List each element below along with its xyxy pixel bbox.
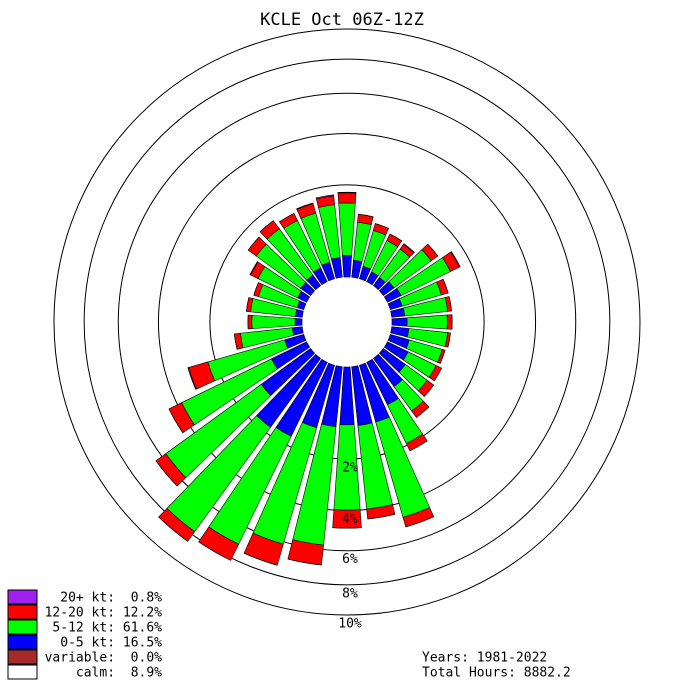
wind-segment bbox=[403, 243, 415, 254]
ring bbox=[83, 58, 611, 586]
legend-swatch bbox=[7, 664, 38, 680]
footer-hours: Total Hours: 8882.2 bbox=[422, 666, 571, 681]
wind-segment bbox=[450, 251, 461, 268]
legend-label: 5-12 kt: 61.6% bbox=[52, 621, 162, 636]
legend-swatch bbox=[7, 604, 38, 620]
wind-segment bbox=[389, 233, 402, 242]
wind-segment bbox=[246, 297, 250, 312]
wind-segment bbox=[358, 213, 374, 218]
wind-segment bbox=[416, 406, 430, 418]
wind-segment bbox=[247, 314, 253, 330]
wind-segment bbox=[187, 367, 197, 390]
wind-segment bbox=[447, 332, 451, 348]
legend-swatch bbox=[7, 634, 38, 650]
wind-segment bbox=[279, 213, 295, 223]
chart-title: KCLE Oct 06Z-12Z bbox=[260, 10, 424, 30]
legend-label: calm: 8.9% bbox=[76, 666, 162, 681]
wind-segment bbox=[342, 254, 352, 278]
legend-swatch bbox=[7, 619, 38, 635]
wind-segment bbox=[409, 440, 428, 452]
footer-years: Years: 1981-2022 bbox=[422, 651, 547, 666]
wind-segment bbox=[294, 318, 303, 326]
wind-segment bbox=[434, 368, 442, 382]
ring bbox=[53, 28, 641, 616]
wind-segment bbox=[234, 333, 238, 350]
wind-segment bbox=[448, 296, 452, 312]
legend-label: 20+ kt: 0.8% bbox=[60, 591, 162, 606]
wind-segment bbox=[315, 194, 335, 200]
wind-segment bbox=[406, 314, 448, 330]
ring-label: 6% bbox=[342, 552, 358, 567]
wind-segment bbox=[427, 243, 439, 257]
ring-label: 8% bbox=[342, 586, 358, 601]
ring-label: 4% bbox=[342, 512, 358, 527]
wind-segment bbox=[259, 220, 274, 233]
wind-segment bbox=[391, 317, 408, 327]
wind-segment bbox=[296, 202, 314, 210]
wind-segment bbox=[249, 261, 259, 276]
wind-segment bbox=[243, 552, 278, 566]
legend-swatch bbox=[7, 589, 38, 605]
ring-label: 10% bbox=[338, 617, 362, 632]
ring bbox=[117, 92, 577, 552]
wind-segment bbox=[287, 558, 322, 566]
legend-label: 12-20 kt: 12.2% bbox=[45, 606, 163, 621]
wind-segment bbox=[423, 384, 434, 397]
wind-segment bbox=[337, 191, 357, 194]
legend-label: 0-5 kt: 16.5% bbox=[60, 636, 162, 651]
wind-segment bbox=[337, 192, 357, 204]
legend-swatch bbox=[7, 649, 38, 665]
legend-label: variable: 0.0% bbox=[45, 651, 163, 666]
wind-segment bbox=[367, 513, 395, 520]
ring-label: 2% bbox=[342, 461, 358, 476]
wind-segment bbox=[158, 516, 188, 542]
wind-segment bbox=[446, 314, 453, 330]
